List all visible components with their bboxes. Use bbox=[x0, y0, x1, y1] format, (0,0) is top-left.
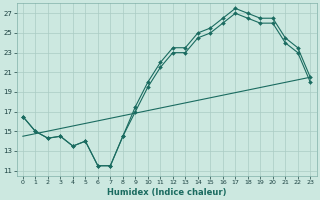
X-axis label: Humidex (Indice chaleur): Humidex (Indice chaleur) bbox=[107, 188, 226, 197]
